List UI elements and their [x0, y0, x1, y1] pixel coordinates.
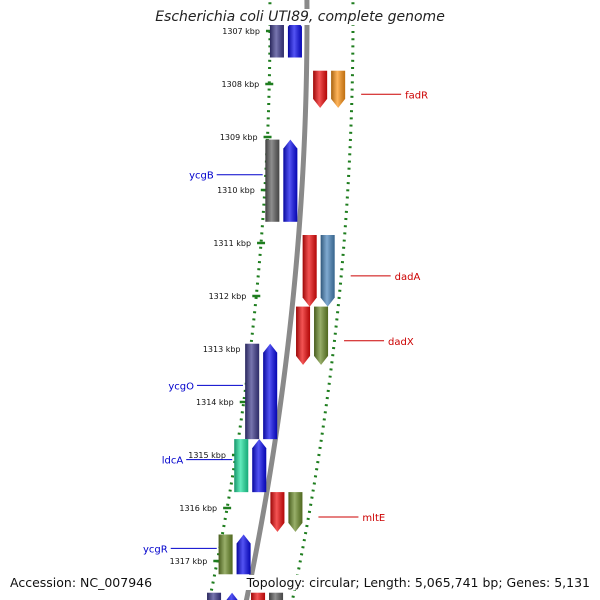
gene-feature-shading	[314, 306, 329, 365]
ruler-tick-label: 1310 kbp	[217, 186, 255, 195]
genome-summary-text: Topology: circular; Length: 5,065,741 bp…	[244, 575, 592, 590]
ruler-tick-label: 1312 kbp	[209, 292, 247, 301]
gene-label: dadA	[395, 272, 421, 283]
gene-feature-shading	[226, 592, 238, 600]
gene-label: ldcA	[162, 456, 184, 467]
gene-feature-shading	[302, 235, 317, 307]
gene-label: ycgR	[143, 544, 168, 555]
ruler-tick-label: 1315 kbp	[188, 451, 226, 460]
ruler-tick-label: 1307 kbp	[222, 27, 260, 36]
ruler-tick-label: 1316 kbp	[179, 504, 217, 513]
gene-label: mltE	[362, 513, 385, 524]
ruler-tick-label: 1309 kbp	[220, 133, 258, 142]
gene-label: ycgB	[189, 171, 214, 182]
gene-feature-shading	[269, 17, 284, 58]
ruler-dotted-line	[207, 0, 272, 600]
gene-feature-shading	[288, 492, 303, 532]
gene-feature-shading	[270, 492, 285, 532]
gene-feature-shading	[251, 592, 266, 600]
ruler-tick-label: 1313 kbp	[203, 345, 241, 354]
ruler-tick-label: 1317 kbp	[170, 557, 208, 566]
gene-label: fadR	[405, 90, 428, 101]
gene-feature-shading	[269, 592, 284, 600]
gene-feature-shading	[207, 592, 222, 600]
gene-feature-shading	[236, 534, 251, 575]
gene-feature-shading	[263, 343, 278, 440]
gene-label: dadX	[388, 337, 414, 348]
gene-feature-shading	[313, 70, 328, 108]
gene-feature-shading	[296, 306, 311, 365]
gene-feature-shading	[218, 534, 233, 575]
gene-feature-shading	[265, 139, 280, 222]
accession-text: Accession: NC_007946	[8, 575, 155, 590]
ruler-tick-label: 1308 kbp	[222, 80, 260, 89]
gene-feature-shading	[234, 439, 249, 493]
gene-feature-shading	[287, 17, 302, 58]
gene-feature-shading	[331, 70, 346, 108]
gene-feature-shading	[245, 343, 260, 440]
gene-feature-shading	[283, 139, 298, 222]
outer-dotted-line	[290, 0, 355, 600]
ruler-tick-label: 1314 kbp	[196, 398, 234, 407]
ruler-tick-label: 1311 kbp	[213, 239, 251, 248]
gene-feature-shading	[252, 439, 267, 493]
gene-label: ycgO	[168, 381, 194, 392]
genome-backbone	[243, 0, 310, 600]
gene-feature-shading	[320, 235, 335, 307]
